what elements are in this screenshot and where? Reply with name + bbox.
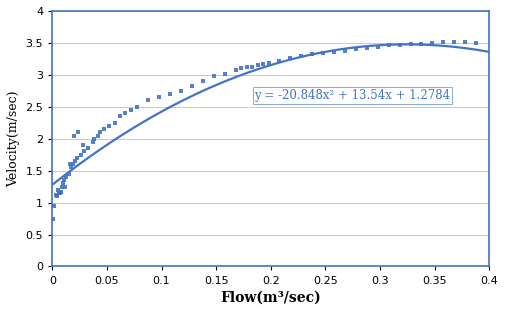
Point <box>105 124 113 129</box>
Point <box>461 40 469 45</box>
Point <box>63 174 71 179</box>
Point <box>127 107 135 112</box>
Point <box>96 130 105 135</box>
X-axis label: Flow(m³/sec): Flow(m³/sec) <box>220 291 321 305</box>
Point <box>418 41 426 46</box>
Point <box>99 127 108 132</box>
Point <box>166 91 174 96</box>
Point <box>53 194 61 199</box>
Point <box>352 47 360 52</box>
Point <box>116 114 124 119</box>
Point <box>177 88 185 93</box>
Point <box>50 203 59 208</box>
Point <box>155 95 163 100</box>
Point <box>89 139 97 144</box>
Point <box>275 58 283 63</box>
Point <box>243 65 251 70</box>
Point <box>199 79 207 84</box>
Point <box>237 66 245 71</box>
Point <box>210 74 218 79</box>
Point <box>385 43 393 48</box>
Point <box>121 111 129 116</box>
Point <box>58 184 66 189</box>
Point <box>472 40 480 45</box>
Point <box>308 52 316 57</box>
Point <box>90 136 98 141</box>
Point <box>254 63 262 68</box>
Point <box>133 104 141 109</box>
Point <box>55 191 63 196</box>
Point <box>221 71 229 76</box>
Point <box>59 181 67 186</box>
Point <box>111 120 119 125</box>
Point <box>84 146 92 151</box>
Point <box>67 165 75 170</box>
Point <box>286 55 294 60</box>
Point <box>374 44 382 49</box>
Point <box>363 46 371 51</box>
Point <box>54 187 62 192</box>
Point <box>407 42 415 47</box>
Point <box>319 51 327 56</box>
Point <box>259 61 267 66</box>
Point <box>61 184 69 189</box>
Point <box>77 152 85 157</box>
Point <box>428 40 436 45</box>
Point <box>232 68 240 73</box>
Point <box>66 162 74 167</box>
Point <box>80 149 88 154</box>
Point <box>450 40 458 45</box>
Point <box>74 130 82 135</box>
Point <box>144 98 153 103</box>
Point <box>265 61 273 66</box>
Point <box>248 64 256 69</box>
Y-axis label: Velocity(m/sec): Velocity(m/sec) <box>7 90 20 187</box>
Point <box>73 155 81 160</box>
Point <box>330 49 338 54</box>
Point <box>395 42 403 47</box>
Point <box>297 53 306 58</box>
Point <box>439 40 447 45</box>
Point <box>188 84 196 89</box>
Point <box>52 193 60 197</box>
Point <box>65 171 73 176</box>
Point <box>94 133 102 138</box>
Point <box>56 191 64 196</box>
Point <box>341 48 349 53</box>
Point <box>70 133 78 138</box>
Point <box>57 189 65 194</box>
Point <box>79 143 87 148</box>
Point <box>69 162 77 167</box>
Point <box>49 216 58 221</box>
Text: y = -20.848x² + 13.54x + 1.2784: y = -20.848x² + 13.54x + 1.2784 <box>255 89 450 102</box>
Point <box>71 158 79 163</box>
Point <box>60 178 68 183</box>
